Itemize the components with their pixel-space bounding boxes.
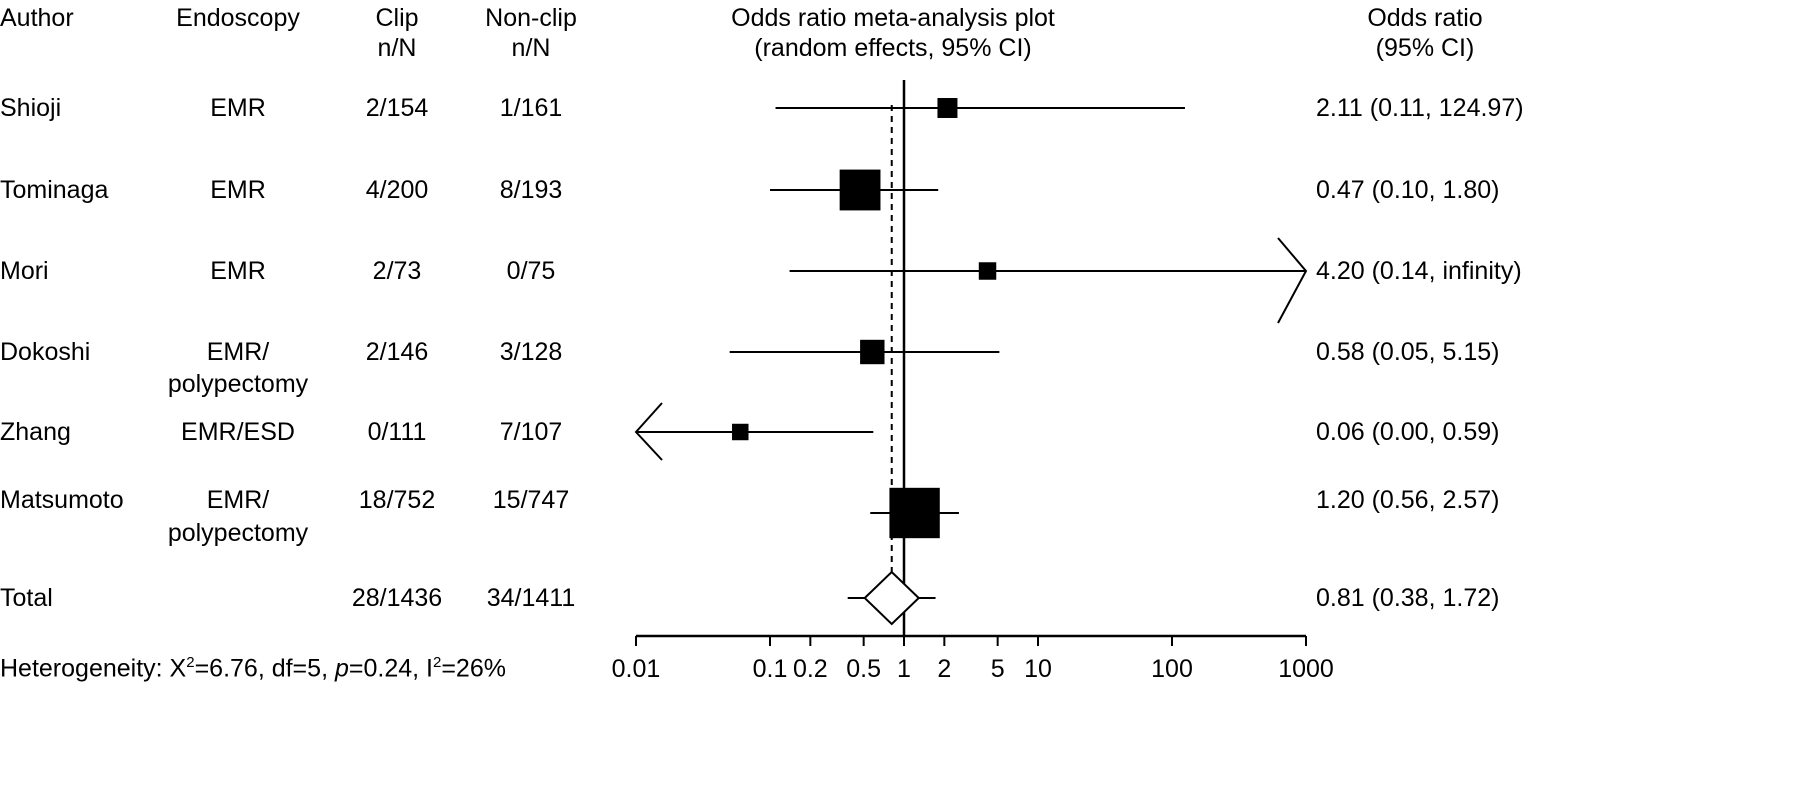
x-tick-label: 0.01	[612, 655, 661, 683]
x-tick-label: 0.5	[846, 655, 881, 683]
study-clip: 2/146	[365, 338, 429, 366]
header-nonclip-line1: Non-clip	[485, 4, 577, 32]
header-author: Author	[0, 4, 74, 32]
x-tick-label: 0.2	[793, 655, 828, 683]
header-or-line2: (95% CI)	[1375, 34, 1475, 62]
x-tick-label: 10	[1024, 655, 1052, 683]
x-tick-label: 2	[937, 655, 951, 683]
header-clip-line1: Clip	[375, 4, 419, 32]
study-point	[937, 98, 958, 118]
study-nonclip: 7/107	[499, 418, 563, 446]
header-nonclip-line2: n/N	[511, 34, 551, 62]
study-endoscopy: EMR	[210, 94, 266, 122]
study-endoscopy: EMR/ESD	[181, 418, 295, 446]
study-author: Zhang	[0, 418, 71, 446]
study-point	[839, 169, 881, 211]
study-clip: 2/73	[372, 257, 422, 285]
study-author: Matsumoto	[0, 486, 124, 514]
study-clip: 4/200	[365, 176, 429, 204]
study-or-text: 2.11 (0.11, 124.97)	[1316, 94, 1524, 122]
study-or-text: 0.47 (0.10, 1.80)	[1316, 176, 1500, 204]
header-clip-line2: n/N	[377, 34, 417, 62]
x-tick-label: 100	[1151, 655, 1193, 683]
study-or-text: 0.58 (0.05, 5.15)	[1316, 338, 1500, 366]
study-clip: 0/111	[367, 418, 427, 446]
study-or-text: 1.20 (0.56, 2.57)	[1316, 486, 1500, 514]
total-or-text: 0.81 (0.38, 1.72)	[1316, 584, 1500, 612]
total-clip: 28/1436	[351, 584, 443, 612]
header-or-line1: Odds ratio	[1367, 4, 1483, 32]
study-endoscopy: EMR	[210, 257, 266, 285]
study-nonclip: 0/75	[506, 257, 556, 285]
study-clip: 2/154	[365, 94, 429, 122]
study-author: Shioji	[0, 94, 62, 122]
ci-arrow-right	[1277, 237, 1308, 324]
study-endoscopy-line2: polypectomy	[167, 519, 309, 547]
heterogeneity-stats: Heterogeneity: X2=6.76, df=5, p=0.24, I2…	[0, 654, 506, 683]
study-endoscopy: EMR	[210, 176, 266, 204]
study-or-text: 0.06 (0.00, 0.59)	[1316, 418, 1500, 446]
header-plot-line2: (random effects, 95% CI)	[754, 34, 1032, 62]
study-endoscopy: EMR/	[206, 486, 270, 514]
study-nonclip: 15/747	[492, 486, 570, 514]
x-tick-label: 1000	[1278, 655, 1334, 683]
x-tick-label: 5	[991, 655, 1005, 683]
study-point	[860, 339, 885, 365]
study-endoscopy-line2: polypectomy	[167, 370, 309, 398]
study-author: Mori	[0, 257, 49, 285]
x-tick-label: 1	[897, 655, 911, 683]
study-nonclip: 8/193	[499, 176, 563, 204]
study-point	[889, 487, 940, 539]
study-author: Dokoshi	[0, 338, 91, 366]
header-plot-line1: Odds ratio meta-analysis plot	[731, 4, 1055, 32]
study-author: Tominaga	[0, 176, 109, 204]
pooled-diamond	[863, 570, 921, 626]
study-or-text: 4.20 (0.14, infinity)	[1316, 257, 1522, 285]
study-clip: 18/752	[358, 486, 436, 514]
study-endoscopy: EMR/	[206, 338, 270, 366]
study-nonclip: 3/128	[499, 338, 563, 366]
x-tick-label: 0.1	[753, 655, 788, 683]
study-point	[732, 423, 749, 441]
total-nonclip: 34/1411	[486, 584, 576, 612]
study-point	[978, 262, 997, 280]
study-nonclip: 1/161	[499, 94, 563, 122]
total-label: Total	[0, 584, 53, 612]
ci-arrow-left	[634, 402, 663, 461]
header-endoscopy: Endoscopy	[176, 4, 300, 32]
